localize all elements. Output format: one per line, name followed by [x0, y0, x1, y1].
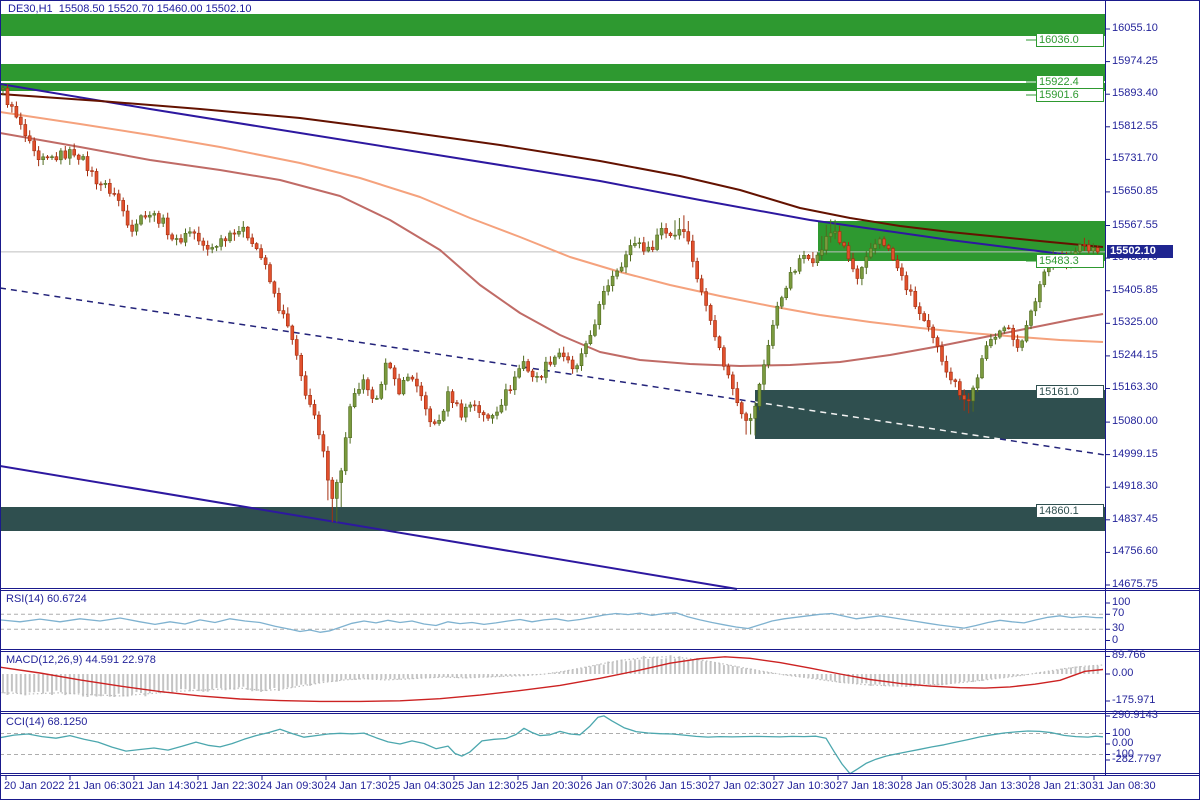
- trend-lines: [0, 83, 1106, 590]
- moving-averages: [0, 111, 1104, 367]
- cci-plot: [0, 715, 1104, 775]
- rsi-plot: [0, 612, 1104, 633]
- macd-plot: [0, 655, 1104, 703]
- supply-demand-zones: [0, 14, 1105, 531]
- axis-ticks: [5, 28, 1110, 780]
- candles-layer: [1, 84, 1100, 523]
